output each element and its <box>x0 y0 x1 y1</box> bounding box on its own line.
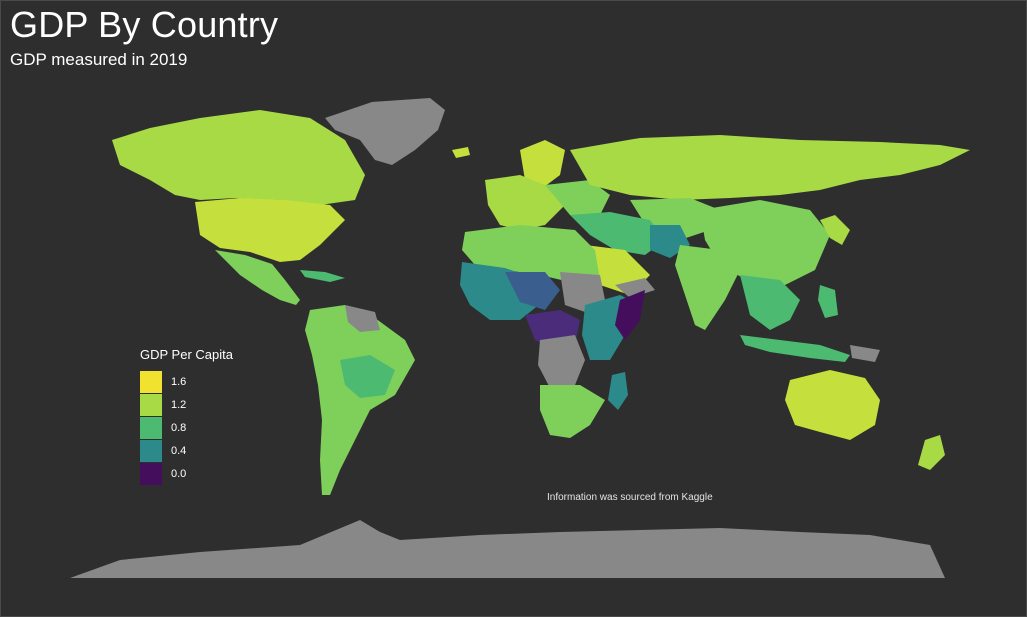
region-korea-japan <box>820 215 850 245</box>
legend-swatch-1-2 <box>140 393 162 416</box>
region-sudan <box>560 272 605 312</box>
region-somalia <box>615 290 645 340</box>
map-subtitle: GDP measured in 2019 <box>10 50 188 69</box>
legend-label: 0.4 <box>171 444 187 457</box>
legend-label: 0.8 <box>171 421 187 434</box>
region-russia <box>570 135 970 200</box>
region-australia <box>785 370 880 440</box>
region-usa <box>195 198 345 262</box>
region-southeast-asia <box>740 275 800 330</box>
region-turkey-iran <box>570 212 665 255</box>
region-iceland <box>452 147 470 158</box>
region-new-zealand <box>918 435 945 470</box>
region-new-guinea <box>850 345 880 362</box>
legend-label: 1.2 <box>171 398 187 411</box>
legend-swatch-1-6 <box>140 370 162 393</box>
region-greenland <box>325 98 445 165</box>
region-india <box>675 245 740 330</box>
legend-swatch-0-8 <box>140 416 162 439</box>
region-antarctica <box>70 520 945 578</box>
legend-label: 0.0 <box>171 467 187 480</box>
region-south-america <box>305 305 415 495</box>
region-eastern-europe <box>545 180 610 215</box>
legend: GDP Per Capita 1.6 1.2 0.8 0.4 0.0 <box>140 347 233 485</box>
region-niger-chad <box>505 272 560 310</box>
region-congo <box>538 335 585 388</box>
region-venezuela <box>345 305 380 332</box>
legend-swatch-0-4 <box>140 439 162 462</box>
legend-item: 0.0 <box>140 462 233 485</box>
map-caption: Information was sourced from Kaggle <box>547 492 713 503</box>
region-mexico <box>215 250 300 305</box>
region-scandinavia <box>520 140 565 190</box>
region-brazil-central <box>340 355 395 398</box>
region-western-europe <box>485 175 565 230</box>
legend-swatch-0-0 <box>140 462 162 485</box>
legend-item: 0.4 <box>140 439 233 462</box>
region-canada <box>112 110 365 205</box>
legend-item: 1.6 <box>140 370 233 393</box>
map-title: GDP By Country <box>10 4 279 45</box>
region-madagascar <box>608 372 628 410</box>
region-southern-africa <box>540 385 605 438</box>
region-indonesia <box>740 335 850 362</box>
region-yemen <box>615 278 655 298</box>
legend-label: 1.6 <box>171 375 187 388</box>
legend-title: GDP Per Capita <box>140 347 233 362</box>
legend-item: 1.2 <box>140 393 233 416</box>
region-caribbean <box>300 270 345 282</box>
legend-item: 0.8 <box>140 416 233 439</box>
region-philippines <box>818 285 838 318</box>
